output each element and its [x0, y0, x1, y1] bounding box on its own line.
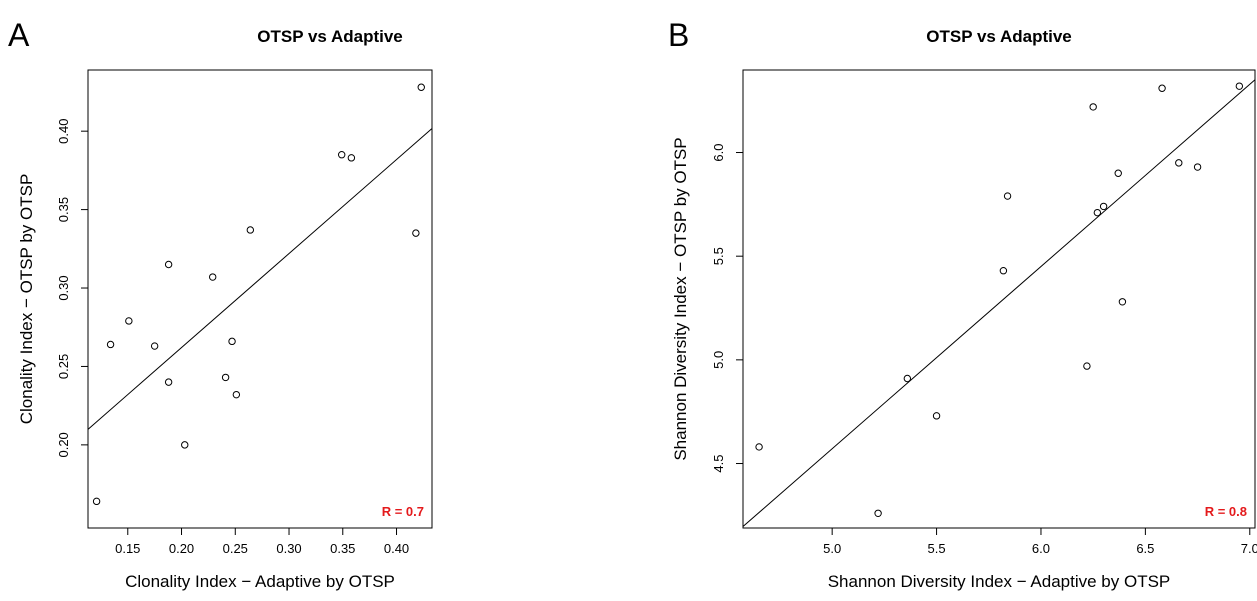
- data-point: [164, 260, 173, 269]
- data-point: [246, 226, 255, 234]
- panel-b-plot-frame: [742, 69, 1256, 529]
- data-point: [999, 266, 1008, 275]
- panel-b-y-ticks: 4.5 5.0 5.5 6.0: [711, 143, 743, 473]
- y-tick-label: 0.40: [56, 119, 71, 144]
- x-tick-label: 0.30: [276, 541, 301, 556]
- panel-a-plot-frame: [87, 69, 433, 529]
- panel-b-label: B: [668, 17, 689, 53]
- panel-a: A OTSP vs Adaptive 0.15 0.20 0.25 0.30 0.35 0…: [8, 17, 433, 591]
- data-point: [932, 412, 941, 420]
- y-tick-label: 6.0: [711, 143, 726, 161]
- data-point: [228, 337, 236, 346]
- data-point: [1114, 169, 1122, 177]
- y-tick-label: 0.20: [56, 432, 71, 457]
- x-tick-label: 0.15: [115, 541, 140, 556]
- x-tick-label: 5.0: [823, 541, 841, 556]
- data-point: [1003, 192, 1012, 200]
- panel-b-x-axis-label: Shannon Diversity Index − Adaptive by OT…: [828, 572, 1171, 591]
- data-point: [164, 378, 173, 386]
- x-tick-label: 0.35: [330, 541, 355, 556]
- panel-a-title: OTSP vs Adaptive: [257, 27, 403, 46]
- data-point: [1235, 82, 1244, 90]
- panel-b-points: [755, 82, 1244, 517]
- x-tick-label: 0.40: [384, 541, 409, 556]
- data-point: [755, 443, 763, 451]
- panel-a-x-ticks: 0.15 0.20 0.25 0.30 0.35 0.40: [115, 528, 409, 556]
- x-tick-label: 7.0: [1241, 541, 1257, 556]
- data-point: [1083, 362, 1091, 370]
- y-tick-label: 0.35: [56, 197, 71, 222]
- fit-line: [742, 79, 1256, 527]
- panel-a-points: [92, 83, 425, 506]
- y-tick-label: 5.5: [711, 247, 726, 265]
- panel-b-x-ticks: 5.0 5.5 6.0 6.5 7.0: [823, 528, 1257, 556]
- panel-a-y-axis-label: Clonality Index − OTSP by OTSP: [17, 174, 36, 425]
- x-tick-label: 0.25: [223, 541, 248, 556]
- data-point: [125, 317, 133, 325]
- panel-a-correlation-label: R = 0.7: [382, 504, 424, 519]
- data-point: [1193, 163, 1202, 171]
- data-point: [106, 340, 115, 349]
- panel-b-correlation-label: R = 0.8: [1205, 504, 1247, 519]
- data-point: [417, 83, 425, 91]
- data-point: [1158, 84, 1166, 92]
- panel-b-y-axis-label: Shannon Diversity Index − OTSP by OTSP: [671, 137, 690, 460]
- data-point: [874, 509, 882, 517]
- data-point: [412, 229, 420, 237]
- data-point: [1118, 298, 1127, 306]
- data-point: [181, 441, 189, 449]
- data-point: [1089, 103, 1097, 111]
- data-point: [903, 374, 912, 383]
- panel-b-fit-line-group: [742, 79, 1256, 527]
- fit-line: [87, 128, 433, 430]
- data-point: [221, 373, 230, 382]
- panel-b: B OTSP vs Adaptive 5.0 5.5 6.0 6.5 7.0 4.5 5.…: [668, 17, 1257, 591]
- data-point: [1099, 202, 1108, 211]
- x-tick-label: 5.5: [928, 541, 946, 556]
- y-tick-label: 0.25: [56, 354, 71, 379]
- panel-a-label: A: [8, 17, 30, 53]
- data-point: [347, 154, 356, 162]
- x-tick-label: 0.20: [169, 541, 194, 556]
- y-tick-label: 5.0: [711, 351, 726, 369]
- data-point: [92, 497, 101, 506]
- panel-a-y-ticks: 0.20 0.25 0.30 0.35 0.40: [56, 119, 88, 458]
- data-point: [209, 273, 217, 281]
- y-tick-label: 0.30: [56, 275, 71, 300]
- y-tick-label: 4.5: [711, 454, 726, 472]
- panel-b-title: OTSP vs Adaptive: [926, 27, 1072, 46]
- data-point: [1093, 208, 1102, 217]
- x-tick-label: 6.0: [1032, 541, 1050, 556]
- data-point: [150, 342, 159, 350]
- panel-a-fit-line-group: [87, 128, 433, 430]
- data-point: [338, 150, 346, 159]
- x-tick-label: 6.5: [1136, 541, 1154, 556]
- data-point: [1175, 159, 1183, 167]
- data-point: [232, 390, 241, 399]
- panel-a-x-axis-label: Clonality Index − Adaptive by OTSP: [125, 572, 395, 591]
